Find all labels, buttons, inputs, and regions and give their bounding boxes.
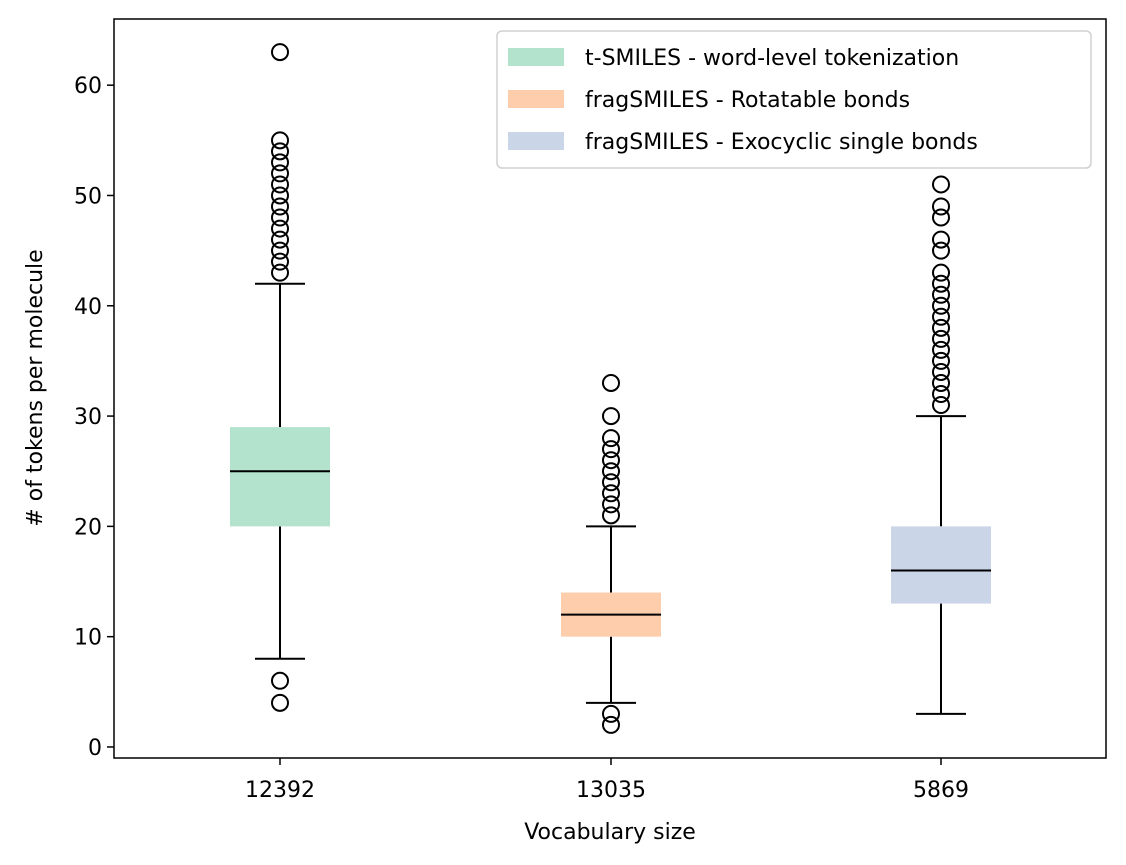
outlier-point bbox=[602, 407, 620, 426]
outlier-point bbox=[932, 385, 950, 404]
outlier-point bbox=[932, 241, 950, 260]
outlier-point bbox=[932, 307, 950, 326]
x-tick-label: 13035 bbox=[576, 778, 646, 803]
outlier-point bbox=[271, 230, 289, 249]
plot-frame bbox=[113, 18, 1107, 759]
legend-label: t-SMILES - word-level tokenization bbox=[585, 46, 959, 71]
legend-label: fragSMILES - Exocyclic single bonds bbox=[585, 130, 978, 155]
boxes-layer bbox=[230, 43, 991, 734]
outlier-point bbox=[271, 43, 289, 62]
outlier-point bbox=[932, 362, 950, 381]
outlier-point bbox=[932, 208, 950, 227]
y-tick-label: 0 bbox=[88, 736, 102, 761]
outlier-point bbox=[271, 263, 289, 282]
y-axis-label: # of tokens per molecule bbox=[23, 249, 48, 526]
outlier-point bbox=[932, 197, 950, 216]
outlier-point bbox=[602, 440, 620, 459]
y-tick-label: 60 bbox=[74, 74, 102, 99]
outlier-point bbox=[271, 142, 289, 161]
outlier-point bbox=[932, 351, 950, 370]
outlier-point bbox=[932, 175, 950, 194]
y-tick-label: 30 bbox=[74, 405, 102, 430]
x-tick-label: 5869 bbox=[913, 778, 969, 803]
outlier-point bbox=[602, 429, 620, 448]
outlier-point bbox=[602, 373, 620, 392]
outlier-point bbox=[271, 241, 289, 260]
legend-swatch bbox=[508, 90, 564, 108]
outlier-point bbox=[602, 473, 620, 492]
outlier-point bbox=[271, 208, 289, 227]
outlier-point bbox=[271, 175, 289, 194]
legend-frame bbox=[496, 30, 1092, 169]
outlier-point bbox=[602, 495, 620, 514]
outlier-point bbox=[602, 462, 620, 481]
outlier-point bbox=[602, 506, 620, 525]
legend-swatch bbox=[508, 48, 564, 66]
outlier-point bbox=[271, 197, 289, 216]
box-group bbox=[891, 175, 991, 715]
outlier-point bbox=[271, 131, 289, 150]
outlier-point bbox=[932, 263, 950, 282]
outlier-point bbox=[932, 318, 950, 337]
outlier-point bbox=[932, 285, 950, 304]
legend-swatch bbox=[508, 132, 564, 150]
outlier-point bbox=[932, 296, 950, 315]
x-tick-label: 12392 bbox=[245, 778, 315, 803]
box-group bbox=[561, 373, 661, 734]
outlier-point bbox=[932, 340, 950, 359]
y-axis-ticks: 0 10 20 30 40 50 60 bbox=[74, 74, 114, 761]
x-axis-label: Vocabulary size bbox=[524, 820, 696, 845]
outlier-point bbox=[271, 186, 289, 205]
x-axis-ticks: 12392 13035 5869 bbox=[245, 758, 969, 803]
outlier-point bbox=[932, 230, 950, 249]
y-tick-label: 40 bbox=[74, 295, 102, 320]
y-tick-label: 50 bbox=[74, 184, 102, 209]
iqr-box bbox=[891, 526, 991, 604]
outlier-point bbox=[932, 329, 950, 348]
outlier-point bbox=[932, 396, 950, 415]
outlier-point bbox=[271, 671, 289, 690]
outlier-point bbox=[602, 451, 620, 470]
outlier-point bbox=[602, 704, 620, 723]
outlier-point bbox=[271, 693, 289, 712]
outlier-point bbox=[602, 484, 620, 503]
legend-label: fragSMILES - Rotatable bonds bbox=[585, 88, 910, 113]
legend: t-SMILES - word-level tokenization fragSM… bbox=[496, 30, 1092, 169]
box-group bbox=[230, 43, 330, 712]
outlier-point bbox=[271, 153, 289, 172]
iqr-box bbox=[230, 427, 330, 527]
outlier-point bbox=[602, 715, 620, 734]
y-tick-label: 20 bbox=[74, 515, 102, 540]
outlier-point bbox=[271, 252, 289, 271]
outlier-point bbox=[932, 274, 950, 293]
outlier-point bbox=[932, 373, 950, 392]
outlier-point bbox=[271, 219, 289, 238]
y-tick-label: 10 bbox=[74, 626, 102, 651]
outlier-point bbox=[271, 164, 289, 183]
